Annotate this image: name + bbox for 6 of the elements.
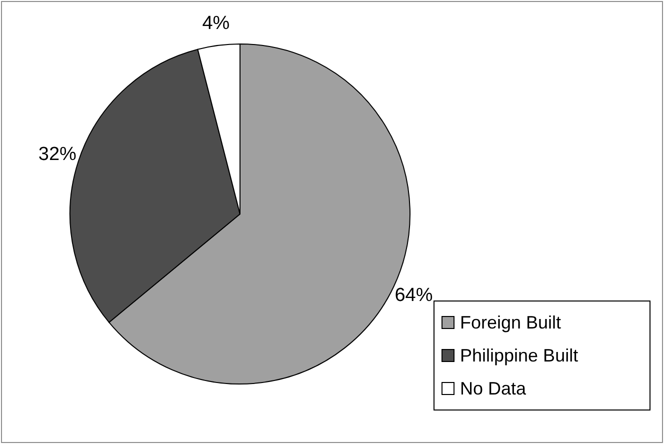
legend-label: No Data bbox=[460, 378, 528, 398]
legend-label: Philippine Built bbox=[460, 346, 578, 366]
data-label: 4% bbox=[202, 13, 230, 34]
data-label: 32% bbox=[38, 144, 77, 166]
legend-label: Foreign Built bbox=[460, 312, 562, 332]
data-label: 64% bbox=[394, 285, 433, 306]
